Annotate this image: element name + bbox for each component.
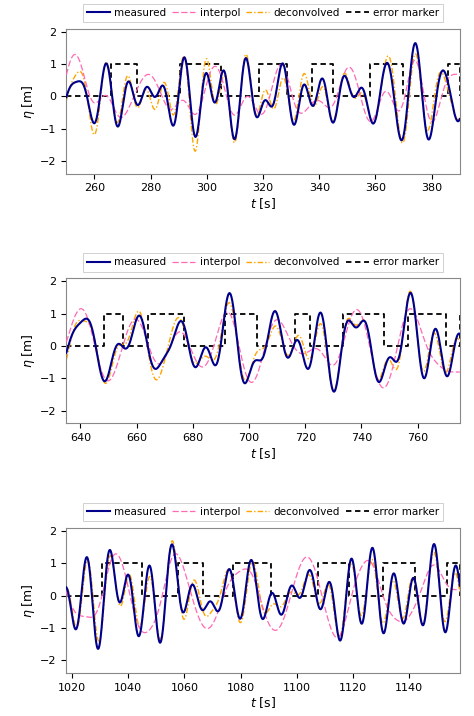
X-axis label: $t$ [s]: $t$ [s] xyxy=(250,196,276,211)
Legend: measured, interpol, deconvolved, error marker: measured, interpol, deconvolved, error m… xyxy=(83,4,443,22)
Legend: measured, interpol, deconvolved, error marker: measured, interpol, deconvolved, error m… xyxy=(83,253,443,271)
Y-axis label: $\eta$ [m]: $\eta$ [m] xyxy=(20,84,37,119)
X-axis label: $t$ [s]: $t$ [s] xyxy=(250,695,276,710)
X-axis label: $t$ [s]: $t$ [s] xyxy=(250,446,276,461)
Legend: measured, interpol, deconvolved, error marker: measured, interpol, deconvolved, error m… xyxy=(83,503,443,521)
Y-axis label: $\eta$ [m]: $\eta$ [m] xyxy=(20,334,37,368)
Y-axis label: $\eta$ [m]: $\eta$ [m] xyxy=(20,583,37,618)
